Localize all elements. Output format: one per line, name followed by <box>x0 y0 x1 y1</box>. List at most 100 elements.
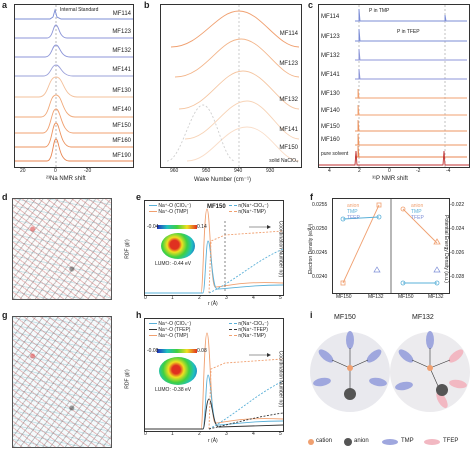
legend-item: n(Na⁺-ClO₄⁻) <box>229 203 269 209</box>
x-axis-label: Wave Number (cm⁻¹) <box>194 177 251 183</box>
y-tick: 0.0255 <box>312 202 328 208</box>
legend-label: Na⁺-O (TFEP) <box>158 327 191 333</box>
marker <box>340 280 346 286</box>
sample-label: MF141 <box>112 67 131 73</box>
x-tick: 930 <box>266 168 275 174</box>
x-tick: 0 <box>388 168 391 174</box>
x-tick: 0 <box>144 295 147 301</box>
sample-label: MF114 <box>321 14 340 20</box>
colorbar <box>157 349 197 353</box>
legend-item: n(Na⁺-TMP) <box>229 209 269 215</box>
legend-item: n(Na⁺-ClO₄⁻) <box>229 321 269 327</box>
sample-label: MF132 <box>321 53 340 59</box>
colorbar-max: 0.08 <box>197 348 207 354</box>
panel-f: f Electron Density (e/Å³) anion TMP <box>304 192 474 308</box>
solid-naclo4-label: solid NaClO₄ <box>269 158 298 164</box>
md-simulation-box-mf132 <box>12 316 112 448</box>
panel-a-spectra <box>15 5 133 167</box>
y2-tick: -0.028 <box>450 274 465 280</box>
legend-item: Na⁺-O (ClO₄⁻) <box>149 321 191 327</box>
sample-label: MF140 <box>112 107 131 113</box>
sample-label: MF141 <box>279 127 298 133</box>
panel-e: e RDF g(r) Na⁺-O (ClO₄⁻) Na⁺-O (TMP) n(N… <box>124 192 300 308</box>
legend-label: n(Na⁺-TMP) <box>238 333 266 339</box>
x-tick: 3 <box>225 431 228 437</box>
solvation-structure-diagram <box>310 331 470 412</box>
legend-label: n(Na⁺-TFEP) <box>238 327 268 333</box>
legend-label: n(Na⁺-ClO₄⁻) <box>238 203 269 209</box>
panel-f-legend-right: anion TMP TFEP <box>411 203 424 221</box>
legend-label: n(Na⁺-ClO₄⁻) <box>238 321 269 327</box>
md-simulation-box-mf150 <box>12 198 112 300</box>
panel-b: b MF114 MF123 MF132 MF141 MF150 solid Na… <box>140 0 306 190</box>
panel-c-spectra <box>319 5 469 167</box>
sample-label: MF130 <box>321 91 340 97</box>
x-tick: 4 <box>252 431 255 437</box>
x-tick: 950 <box>202 168 211 174</box>
colorbar-min: -0.04 <box>147 224 159 230</box>
panel-label-e: e <box>136 192 142 202</box>
panel-e-rdf <box>145 208 283 294</box>
x-tick: MF132 <box>428 294 444 300</box>
marker <box>400 206 406 212</box>
x-tick: 940 <box>234 168 243 174</box>
esp-surface <box>161 233 195 259</box>
panel-h-frame: Na⁺-O (ClO₄⁻) Na⁺-O (TFEP) Na⁺-O (TMP) n… <box>144 318 284 432</box>
sample-label: MF150 <box>321 124 340 130</box>
panel-i-legend: cation anion TMP TFEP <box>304 436 474 450</box>
sample-label: MF130 <box>112 88 131 94</box>
panel-label-h: h <box>136 310 142 320</box>
x-axis-label: ³¹P NMR shift <box>372 176 408 182</box>
marker <box>400 280 406 286</box>
sample-label: MF132 <box>112 48 131 54</box>
marker <box>433 266 441 273</box>
panel-label-i: i <box>310 310 313 320</box>
x-tick: 2 <box>198 431 201 437</box>
cation-legend-swatch <box>308 439 314 445</box>
panel-a: a Internal Standard MF114 MF123 MF132 MF… <box>0 0 140 190</box>
panel-label-a: a <box>2 0 8 10</box>
tfep-legend-swatch <box>424 439 440 445</box>
sample-label: MF150 <box>279 145 298 151</box>
x-tick: 960 <box>170 168 179 174</box>
y-tick: 0.0245 <box>312 250 328 256</box>
legend-label: Na⁺-O (TMP) <box>158 333 189 339</box>
marker <box>373 266 381 273</box>
marker <box>376 202 382 208</box>
y2-tick: -0.026 <box>450 250 465 256</box>
sample-label: MF190 <box>112 153 131 159</box>
panel-f-legend-left: anion TMP TFEP <box>347 203 360 221</box>
panel-h-legend: Na⁺-O (ClO₄⁻) Na⁺-O (TFEP) Na⁺-O (TMP) <box>149 321 191 339</box>
x-tick: 5 <box>279 295 282 301</box>
x-tick: 20 <box>20 168 26 174</box>
sample-label: MF123 <box>112 29 131 35</box>
x-tick: MF132 <box>368 294 384 300</box>
panel-label-g: g <box>2 310 8 320</box>
panel-label-f: f <box>310 192 313 202</box>
legend-item: Na⁺-O (TFEP) <box>149 327 191 333</box>
sample-label: MF150 <box>112 123 131 129</box>
legend-label: Na⁺-O (TMP) <box>158 209 189 215</box>
anion <box>436 384 448 396</box>
sample-label: MF114 <box>112 11 131 17</box>
panel-e-frame: Na⁺-O (ClO₄⁻) Na⁺-O (TMP) n(Na⁺-ClO₄⁻) n… <box>144 200 284 296</box>
mf132-title: MF132 <box>412 314 434 321</box>
pure-solvent-label: pure solvent <box>321 151 349 157</box>
x-tick: 4 <box>328 168 331 174</box>
x-tick: -20 <box>84 168 92 174</box>
cation <box>347 365 353 371</box>
panel-f-frame: anion TMP TFEP anion TMP TFEP <box>332 198 450 294</box>
esp-surface <box>159 357 197 385</box>
panel-g: g <box>0 310 120 450</box>
x-tick: 2 <box>198 295 201 301</box>
panel-d: d <box>0 192 120 304</box>
esp-map-mf150: -0.04 0.14 LUMO: -0.44 eV <box>147 224 207 269</box>
y2-axis-label: Coordination Number n(r) <box>277 350 284 408</box>
mf150-title: MF150 <box>334 314 356 321</box>
sample-label: MF141 <box>321 72 340 78</box>
panel-label-c: c <box>308 0 314 10</box>
panel-e-legend-2: n(Na⁺-ClO₄⁻) n(Na⁺-TMP) <box>229 203 269 215</box>
y-axis-label: RDF g(r) <box>124 239 131 259</box>
anion-legend-swatch <box>344 438 352 446</box>
legend-item: n(Na⁺-TMP) <box>229 333 269 339</box>
